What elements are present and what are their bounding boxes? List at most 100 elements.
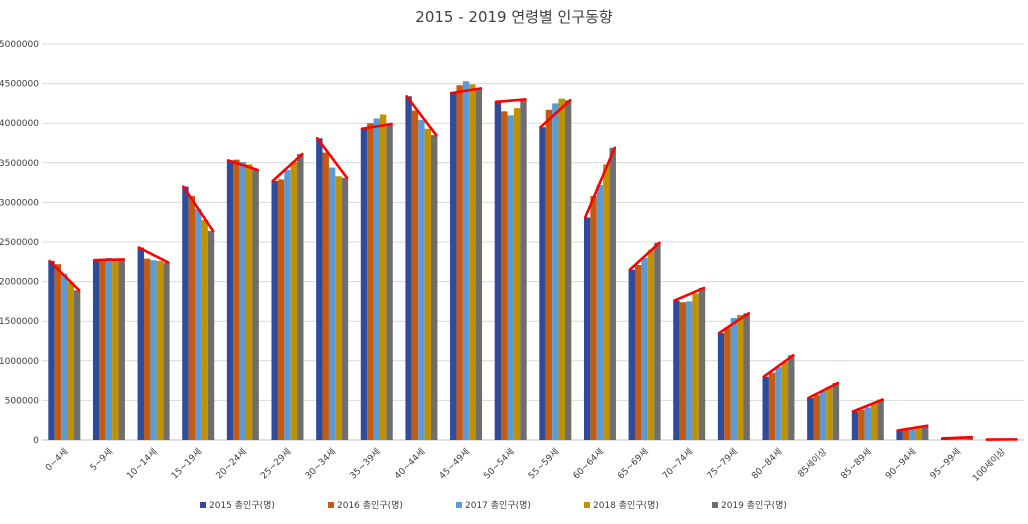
bar [418, 120, 424, 440]
bar [61, 274, 67, 440]
x-tick-label: 40~44세 [392, 446, 427, 481]
bar [922, 426, 928, 440]
bar [775, 367, 781, 440]
bars [48, 81, 1017, 440]
bar [654, 243, 660, 440]
legend-swatch [456, 502, 462, 508]
bar [552, 103, 558, 440]
bar [718, 333, 724, 440]
bar [335, 176, 341, 440]
y-axis: 0500000100000015000002000000250000030000… [0, 40, 39, 446]
legend-label: 2018 총인구(명) [593, 500, 659, 511]
bar [896, 430, 902, 440]
y-tick-label: 2500000 [0, 238, 39, 248]
trend-line [942, 437, 972, 438]
x-tick-label: 15~19세 [169, 446, 204, 481]
bar [635, 265, 641, 440]
bar [374, 118, 380, 440]
bar [55, 264, 61, 440]
bar [112, 259, 118, 440]
legend-swatch [584, 502, 590, 508]
y-tick-label: 500000 [5, 396, 40, 406]
bar [782, 362, 788, 440]
bar [699, 288, 705, 440]
bar [361, 129, 367, 440]
bar [99, 259, 105, 440]
bar [590, 196, 596, 440]
bar [559, 99, 565, 440]
bar [469, 84, 475, 440]
bar [252, 170, 258, 440]
x-tick-label: 90~94세 [883, 446, 918, 481]
bar [157, 261, 163, 440]
bar [603, 164, 609, 440]
bar [903, 430, 909, 440]
bar [48, 261, 54, 440]
bar [584, 217, 590, 440]
x-tick-label: 100세이상 [970, 446, 1007, 483]
x-tick-label: 85세이상 [796, 446, 829, 479]
bar [507, 115, 513, 440]
bar [119, 259, 125, 440]
x-tick-label: 55~59세 [526, 446, 561, 481]
bar [648, 250, 654, 440]
bar [412, 111, 418, 440]
x-tick-label: 80~84세 [749, 446, 784, 481]
bar [916, 427, 922, 440]
bar [737, 315, 743, 440]
x-tick-label: 35~39세 [348, 446, 383, 481]
bar [769, 373, 775, 440]
bar [724, 328, 730, 440]
y-tick-label: 1000000 [0, 357, 39, 367]
bar [74, 290, 80, 440]
bar [182, 187, 188, 440]
legend: 2015 총인구(명)2016 총인구(명)2017 총인구(명)2018 총인… [200, 500, 787, 511]
bar [329, 168, 335, 440]
bar [629, 270, 635, 440]
bar [463, 81, 469, 440]
bar [501, 111, 507, 440]
legend-label: 2017 총인구(명) [465, 500, 531, 511]
bar [565, 100, 571, 440]
bar [227, 160, 233, 440]
legend-label: 2016 총인구(명) [337, 500, 403, 511]
bar [610, 148, 616, 440]
x-tick-label: 85~89세 [839, 446, 874, 481]
x-tick-label: 0~4세 [43, 446, 70, 473]
bar [380, 114, 386, 440]
bar [539, 127, 545, 440]
bar [820, 391, 826, 440]
bar [138, 248, 144, 440]
bar [291, 162, 297, 440]
bar [93, 260, 99, 440]
bar [520, 99, 526, 440]
bar [852, 411, 858, 440]
bar [342, 178, 348, 440]
bar [641, 258, 647, 440]
bar [833, 383, 839, 440]
y-tick-label: 3000000 [0, 198, 39, 208]
bar [297, 154, 303, 440]
bar [323, 153, 329, 440]
x-tick-label: 25~29세 [258, 446, 293, 481]
y-tick-label: 2000000 [0, 278, 39, 288]
bar [763, 377, 769, 440]
bar [450, 93, 456, 440]
bar [284, 170, 290, 440]
bar [680, 302, 686, 440]
chart-title: 2015 - 2019 연령별 인구동향 [415, 8, 613, 26]
bar [106, 258, 112, 440]
legend-swatch [200, 502, 206, 508]
bar [743, 313, 749, 440]
bar [195, 209, 201, 440]
bar [731, 318, 737, 440]
bar [673, 301, 679, 440]
x-tick-label: 60~64세 [571, 446, 606, 481]
bar [405, 96, 411, 440]
bar [877, 400, 883, 440]
bar [495, 102, 501, 440]
bar [431, 135, 437, 440]
